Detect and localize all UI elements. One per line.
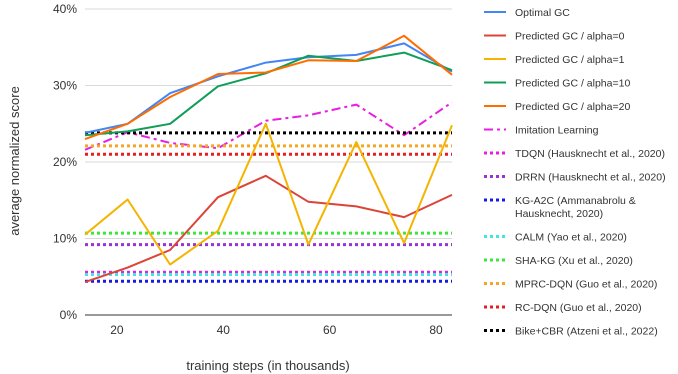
legend-item: KG-A2C (Ammanabrolu &Hausknecht, 2020): [484, 195, 636, 220]
legend-item: Predicted GC / alpha=0: [484, 31, 625, 43]
legend-label: Imitation Learning: [515, 125, 599, 137]
legend-item: Predicted GC / alpha=10: [484, 78, 630, 90]
x-axis-ticks: 20 40 60 80: [110, 323, 443, 337]
legend-item: Bike+CBR (Atzeni et al., 2022): [484, 326, 658, 338]
legend-item: MPRC-DQN (Guo et al., 2020): [484, 279, 657, 291]
legend-label: Bike+CBR (Atzeni et al., 2022): [515, 326, 658, 338]
legend-item: SHA-KG (Xu et al., 2020): [484, 255, 633, 267]
legend-label: SHA-KG (Xu et al., 2020): [515, 255, 633, 267]
series-line-0: [84, 42, 453, 134]
legend-label: Hausknecht, 2020): [515, 208, 603, 220]
y-axis-title: average normalized score: [7, 86, 22, 236]
legend-label: DRRN (Hausknecht et al., 2020): [515, 172, 666, 184]
x-tick-label: 40: [217, 323, 231, 337]
legend-item: TDQN (Hausknecht et al., 2020): [484, 148, 665, 160]
series-line-2: [84, 122, 453, 266]
legend-item: RC-DQN (Guo et al., 2020): [484, 302, 642, 314]
series-line-5: [84, 101, 453, 151]
legend-label: Predicted GC / alpha=10: [515, 78, 630, 90]
series-layer: [84, 34, 453, 284]
x-tick-label: 80: [429, 323, 443, 337]
series-line-3: [84, 51, 453, 137]
legend-label: Optimal GC: [515, 7, 570, 19]
x-tick-label: 60: [323, 323, 337, 337]
legend-item: Imitation Learning: [484, 125, 599, 137]
legend-item: Optimal GC: [484, 7, 570, 19]
legend: Optimal GC Predicted GC / alpha=0 Predicte…: [484, 7, 666, 338]
legend-label: KG-A2C (Ammanabrolu &: [515, 195, 636, 207]
legend-label: Predicted GC / alpha=20: [515, 101, 630, 113]
y-tick-label: 20%: [53, 155, 77, 169]
legend-item: DRRN (Hausknecht et al., 2020): [484, 172, 666, 184]
y-tick-label: 40%: [53, 2, 77, 16]
legend-label: RC-DQN (Guo et al., 2020): [515, 302, 642, 314]
y-tick-label: 30%: [53, 79, 77, 93]
legend-label: MPRC-DQN (Guo et al., 2020): [515, 279, 657, 291]
legend-label: Predicted GC / alpha=1: [515, 54, 625, 66]
series-line-1: [84, 174, 453, 284]
gridlines: [85, 8, 452, 239]
y-axis-ticks: 0% 10% 20% 30% 40%: [53, 2, 77, 322]
legend-label: Predicted GC / alpha=0: [515, 31, 625, 43]
legend-label: TDQN (Hausknecht et al., 2020): [515, 148, 665, 160]
legend-label: CALM (Yao et al., 2020): [515, 232, 627, 244]
legend-item: Predicted GC / alpha=20: [484, 101, 630, 113]
legend-item: CALM (Yao et al., 2020): [484, 232, 627, 244]
y-tick-label: 10%: [53, 232, 77, 246]
y-tick-label: 0%: [60, 308, 78, 322]
x-tick-label: 20: [110, 323, 124, 337]
series-line-4: [84, 34, 453, 141]
legend-item: Predicted GC / alpha=1: [484, 54, 625, 66]
x-axis-title: training steps (in thousands): [186, 358, 349, 373]
